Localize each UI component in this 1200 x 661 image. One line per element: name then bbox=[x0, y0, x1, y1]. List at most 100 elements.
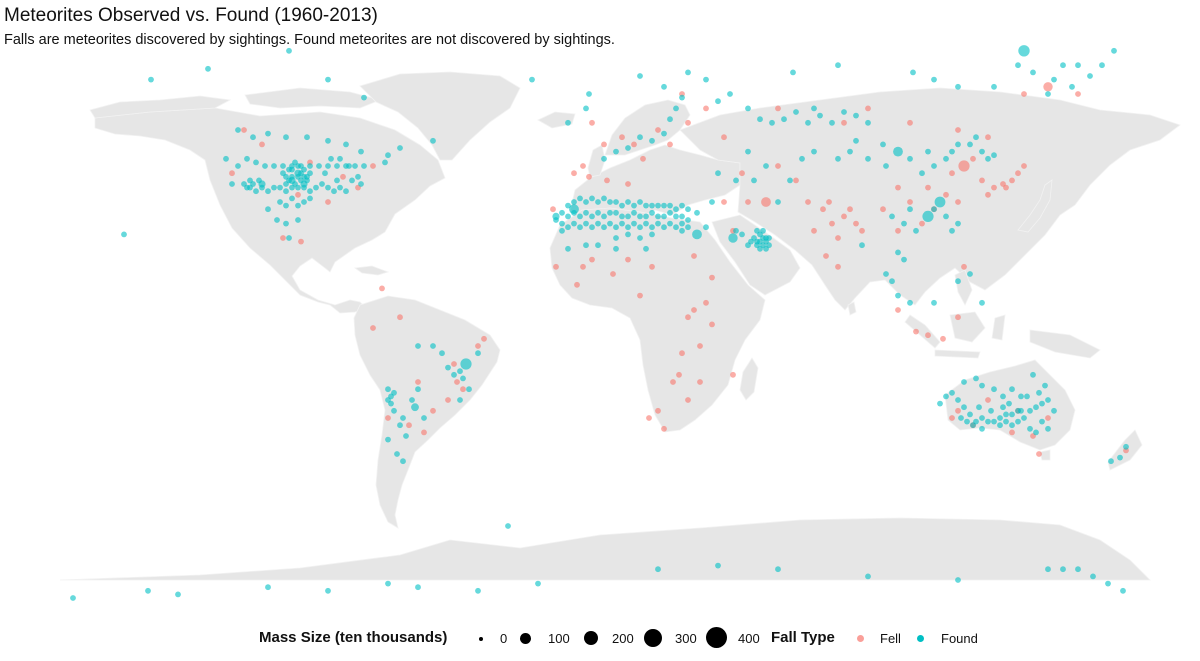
found-meteorite-point bbox=[304, 134, 310, 141]
found-meteorite-point bbox=[907, 155, 913, 162]
fell-meteorite-point bbox=[709, 274, 715, 281]
found-meteorite-point bbox=[403, 433, 409, 439]
found-meteorite-point bbox=[601, 213, 607, 220]
found-meteorite-point bbox=[643, 213, 649, 220]
found-meteorite-point bbox=[175, 591, 181, 598]
found-meteorite-point bbox=[1024, 393, 1030, 400]
fell-meteorite-point bbox=[619, 134, 625, 141]
found-meteorite-point bbox=[625, 145, 631, 151]
found-meteorite-point bbox=[535, 580, 541, 587]
size-legend-label-300: 300 bbox=[675, 631, 697, 646]
found-meteorite-point bbox=[265, 584, 271, 591]
found-meteorite-point bbox=[397, 145, 403, 151]
found-meteorite-point bbox=[613, 224, 619, 231]
fell-meteorite-point bbox=[829, 220, 835, 227]
greenland bbox=[359, 71, 521, 161]
found-meteorite-point bbox=[589, 195, 595, 202]
found-meteorite-point bbox=[262, 163, 268, 169]
found-meteorite-point bbox=[643, 245, 649, 252]
fell-meteorite-point bbox=[1009, 429, 1015, 436]
found-meteorite-point bbox=[304, 173, 310, 180]
found-meteorite-point bbox=[337, 155, 343, 162]
found-meteorite-point bbox=[325, 184, 331, 191]
fell-meteorite-point bbox=[631, 141, 637, 148]
found-meteorite-point bbox=[391, 407, 397, 414]
found-meteorite-point bbox=[295, 217, 301, 223]
fell-meteorite-point bbox=[925, 332, 931, 339]
found-meteorite-point bbox=[280, 170, 286, 177]
fell-meteorite-point bbox=[775, 105, 781, 112]
fell-meteorite-point bbox=[421, 429, 427, 436]
alaska bbox=[89, 95, 232, 119]
found-meteorite-point bbox=[769, 119, 775, 126]
found-meteorite-point bbox=[955, 397, 961, 403]
fell-meteorite-point bbox=[685, 397, 691, 403]
fell-meteorite-point bbox=[1003, 184, 1009, 191]
found-meteorite-point bbox=[415, 584, 421, 591]
found-meteorite-point bbox=[1045, 91, 1051, 97]
found-meteorite-point bbox=[1036, 389, 1042, 396]
fell-meteorite-point bbox=[1009, 177, 1015, 184]
found-meteorite-point bbox=[283, 220, 289, 227]
fell-meteorite-point bbox=[649, 263, 655, 270]
fell-meteorite-point bbox=[655, 127, 661, 133]
found-meteorite-point bbox=[586, 91, 592, 97]
size-legend-label-100: 100 bbox=[548, 631, 570, 646]
found-meteorite-point bbox=[1069, 83, 1075, 90]
found-meteorite-point bbox=[475, 350, 481, 357]
found-meteorite-point bbox=[745, 148, 751, 155]
found-meteorite-point bbox=[283, 202, 289, 209]
found-meteorite-point bbox=[258, 180, 266, 188]
found-meteorite-point bbox=[631, 202, 637, 209]
found-meteorite-point bbox=[775, 566, 781, 573]
fell-meteorite-point bbox=[655, 407, 661, 414]
fell-meteorite-point bbox=[667, 141, 673, 148]
found-meteorite-point bbox=[559, 209, 565, 216]
found-meteorite-point bbox=[288, 176, 296, 184]
found-meteorite-point bbox=[565, 224, 571, 231]
size-legend-title: Mass Size (ten thousands) bbox=[259, 629, 448, 646]
found-meteorite-point bbox=[1117, 454, 1123, 461]
found-meteorite-point bbox=[1045, 566, 1051, 573]
found-meteorite-point bbox=[913, 227, 919, 234]
found-meteorite-point bbox=[349, 177, 355, 184]
found-meteorite-point bbox=[1045, 425, 1051, 432]
found-meteorite-point bbox=[1033, 404, 1039, 411]
found-meteorite-point bbox=[583, 209, 589, 216]
found-meteorite-point bbox=[343, 188, 349, 195]
fell-meteorite-point bbox=[379, 285, 385, 292]
fell-meteorite-point bbox=[958, 160, 970, 172]
found-meteorite-point bbox=[265, 206, 271, 213]
found-meteorite-point bbox=[907, 299, 913, 306]
found-meteorite-point bbox=[607, 209, 613, 216]
fell-meteorite-point bbox=[340, 173, 346, 180]
found-meteorite-point bbox=[760, 227, 766, 234]
found-meteorite-point bbox=[679, 202, 685, 209]
found-meteorite-point bbox=[625, 224, 631, 231]
found-meteorite-point bbox=[613, 245, 619, 252]
fell-meteorite-point bbox=[601, 141, 607, 148]
new-guinea bbox=[1029, 329, 1101, 359]
found-meteorite-point bbox=[325, 163, 331, 169]
found-meteorite-point bbox=[889, 278, 895, 285]
found-meteorite-point bbox=[607, 199, 613, 205]
fell-meteorite-point bbox=[841, 119, 847, 126]
fell-meteorite-point bbox=[481, 335, 487, 342]
found-meteorite-point bbox=[250, 181, 256, 187]
found-meteorite-point bbox=[229, 181, 235, 187]
found-meteorite-point bbox=[294, 169, 302, 177]
fell-meteorite-point bbox=[475, 343, 481, 349]
found-meteorite-point bbox=[931, 299, 937, 306]
found-meteorite-point bbox=[883, 271, 889, 277]
found-meteorite-point bbox=[637, 199, 643, 205]
found-meteorite-point bbox=[733, 177, 739, 184]
found-meteorite-point bbox=[1009, 422, 1015, 429]
fell-meteorite-point bbox=[761, 197, 771, 207]
fell-meteorite-point bbox=[640, 155, 646, 162]
fell-meteorite-point bbox=[637, 292, 643, 299]
found-meteorite-point bbox=[253, 188, 259, 195]
found-meteorite-point bbox=[1075, 566, 1081, 573]
fell-meteorite-point bbox=[823, 253, 829, 259]
found-meteorite-point bbox=[967, 271, 973, 277]
found-meteorite-point bbox=[1123, 443, 1129, 450]
